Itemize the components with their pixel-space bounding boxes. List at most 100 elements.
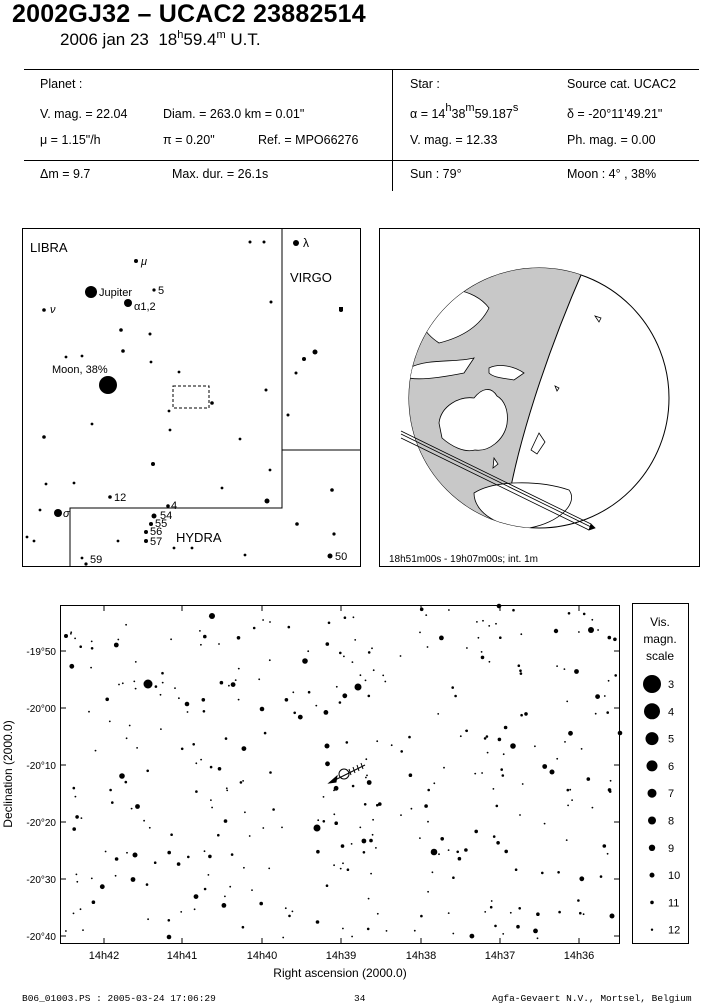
occultation-path [400,430,596,531]
chart-star [248,835,251,837]
chart-bright-star [549,769,555,775]
chart-star [456,850,460,854]
chart-star [114,857,119,861]
chart-star [228,684,230,687]
chart-star [563,668,566,670]
chart-star [452,876,455,879]
chart-star [224,895,226,898]
chart-star [488,625,491,627]
chart-bright-star [143,679,153,689]
chart-star [76,880,79,883]
indonesia [409,357,475,380]
star-heading: Star : [410,77,440,91]
chart-star [372,669,375,672]
chart-star [317,819,320,822]
chart-star [315,704,318,707]
chart-star [606,852,609,855]
y-tick-label: -20°30 [26,875,56,886]
chart-star [262,619,264,621]
chart-star [145,883,149,886]
field-star [264,498,270,504]
chart-star [160,728,162,730]
field-star [90,422,94,426]
chart-star [118,683,120,686]
chart-star [269,621,271,623]
chart-star [269,771,272,774]
chart-star [354,639,357,641]
chart-star [419,837,421,839]
chart-bright-star [510,743,516,749]
chart-star [343,655,345,658]
chart-star [452,932,455,935]
chart-star [474,829,479,834]
chart-star [161,681,164,684]
chart-star [187,855,190,859]
chart-star [94,749,97,752]
chart-bright-star [313,824,321,832]
field-star [286,413,290,417]
twelve-star [108,495,112,499]
fiftynine-star [84,562,88,566]
chart-star [252,626,256,630]
chart-star [591,618,594,621]
field-star [330,488,334,492]
chart-star [427,788,431,792]
field-star [172,546,176,550]
chart-star [72,827,76,831]
chart-bright-star [64,634,68,638]
legend-magnitude-dot [646,760,658,772]
field-star [44,482,48,486]
chart-star [113,642,119,648]
chart-star [492,835,496,838]
five-libra-star [152,288,156,292]
chart-star [524,712,528,716]
chart-star [338,701,342,704]
four-label: 4 [171,500,177,512]
constellation-boundaries [69,228,361,567]
chart-star [464,848,468,852]
chart-star [322,820,326,823]
chart-star [199,630,201,632]
track-line-south [400,437,590,531]
field-star [151,462,155,466]
event-hour: 18 [158,30,178,49]
moon-label: Moon, 38% [52,364,108,376]
chart-star [591,806,594,809]
field-star [149,360,153,364]
earth-globe-panel: 18h51m00s - 19h07m00s; int. 1m [379,228,700,567]
chart-star [486,751,489,754]
field-star [238,437,242,441]
field-star [167,409,171,413]
chart-star [90,640,93,643]
chart-star [365,758,368,761]
chart-bright-star [609,913,615,919]
legend-magnitude-label: 5 [668,734,674,746]
chart-star [579,876,585,882]
chart-star [496,841,500,845]
chart-star [323,710,329,715]
y-tick-label: -20°00 [26,704,56,715]
chart-star [134,687,137,690]
y-tick-label: -20°20 [26,818,56,829]
chart-star [502,753,505,756]
chart-star [556,665,558,667]
chart-star [195,790,198,793]
fiftyfour-star [151,513,157,519]
field-star [268,468,272,472]
chart-star [366,927,370,931]
legend-magnitude-label: 3 [668,679,674,691]
track-tick [360,762,364,770]
chart-star [262,827,265,829]
chart-star [399,655,402,657]
chart-star [597,629,599,631]
chart-star [281,826,283,829]
chart-star [447,912,450,914]
chart-bright-star [119,773,125,779]
footer-page: 34 [354,993,366,1004]
chart-star [571,799,573,801]
field-star [64,355,68,359]
track-ticks [348,762,364,776]
fiftysix-star [144,530,148,534]
chart-star [466,647,468,649]
star-right-ascension: α = 14h38m59.187s [410,102,519,121]
